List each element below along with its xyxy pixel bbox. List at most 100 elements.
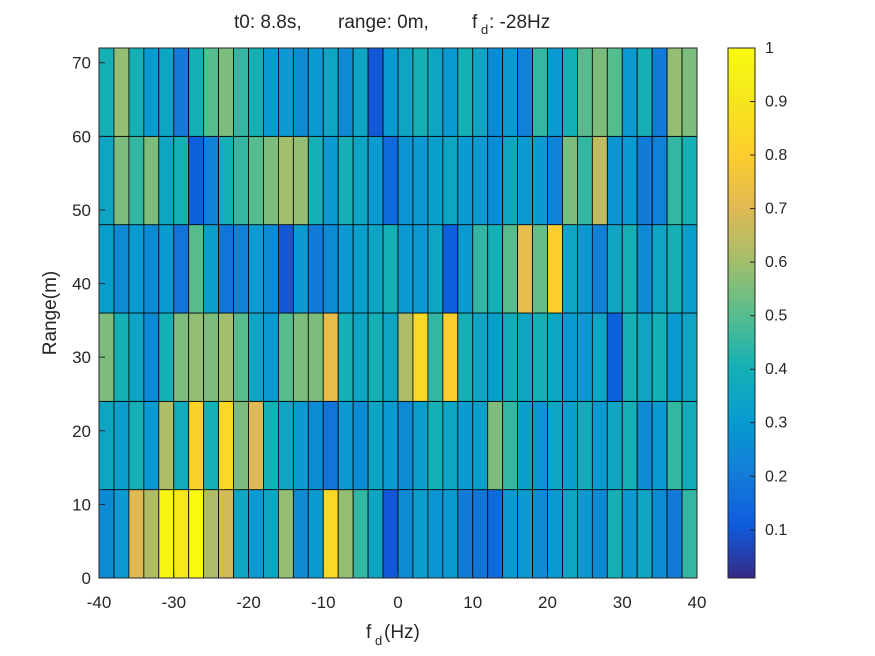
heatmap-cell <box>263 47 279 137</box>
x-tick-label: 0 <box>393 593 402 612</box>
heatmap-cell <box>487 400 504 491</box>
heatmap-cell <box>591 489 608 579</box>
y-tick-label: 0 <box>82 569 91 588</box>
heatmap-cell <box>547 224 563 314</box>
heatmap-cell <box>113 312 130 402</box>
heatmap-cell <box>591 135 608 226</box>
heatmap-cell <box>352 47 369 137</box>
heatmap-cell <box>591 224 608 314</box>
heatmap-cell <box>218 135 234 226</box>
heatmap-cell <box>457 400 474 491</box>
heatmap-cell <box>427 47 444 137</box>
heatmap-cell <box>562 400 578 491</box>
heatmap-cell <box>517 135 533 226</box>
heatmap-cell <box>666 489 683 579</box>
heatmap-cell <box>397 312 414 402</box>
heatmap-cell <box>337 47 354 137</box>
heatmap-cell <box>218 312 234 402</box>
heatmap-cell <box>562 135 578 226</box>
heatmap-cell <box>263 312 279 402</box>
heatmap-cell <box>547 489 563 579</box>
heatmap-cell <box>98 47 115 137</box>
heatmap-cell <box>621 312 638 402</box>
heatmap-cell <box>98 135 115 226</box>
heatmap-cell <box>427 400 444 491</box>
heatmap-cell <box>307 489 324 579</box>
heatmap-cell <box>606 489 623 579</box>
colorbar-tick-label: 0.6 <box>765 254 787 271</box>
heatmap-cell <box>427 312 444 402</box>
heatmap-cell <box>606 47 623 137</box>
heatmap-cell <box>502 489 518 579</box>
x-tick-label: -30 <box>161 593 186 612</box>
heatmap-cell <box>532 224 548 314</box>
heatmap-cell <box>352 135 369 226</box>
heatmap-cell <box>322 312 339 402</box>
heatmap-cell <box>113 47 130 137</box>
heatmap-cell <box>307 224 324 314</box>
heatmap-cell <box>248 135 264 226</box>
heatmap-cell <box>128 224 145 314</box>
heatmap-cell <box>277 312 294 402</box>
heatmap-cell <box>472 135 489 226</box>
heatmap-cell <box>547 135 563 226</box>
colorbar-tick-label: 0.5 <box>765 308 787 325</box>
heatmap-cell <box>143 47 160 137</box>
heatmap-cell <box>113 224 130 314</box>
heatmap-cell <box>292 489 309 579</box>
heatmap-cell <box>248 224 264 314</box>
title-range: range: 0m, <box>338 12 429 33</box>
heatmap-cell <box>636 312 653 402</box>
heatmap-cell <box>606 224 623 314</box>
heatmap-cell <box>457 489 474 579</box>
heatmap-cell <box>277 489 294 579</box>
heatmap-cell <box>666 224 683 314</box>
heatmap-cell <box>517 489 533 579</box>
heatmap-cell <box>158 312 175 402</box>
heatmap-cell <box>666 312 683 402</box>
heatmap-cell <box>143 312 160 402</box>
heatmap-cell <box>532 400 548 491</box>
heatmap-cell <box>487 312 504 402</box>
heatmap-cell <box>412 135 429 226</box>
heatmap-cell <box>158 135 175 226</box>
heatmap-cell <box>472 400 489 491</box>
heatmap-cell <box>397 135 414 226</box>
heatmap-cell <box>606 135 623 226</box>
heatmap-cell <box>397 489 414 579</box>
heatmap-cell <box>188 400 205 491</box>
heatmap-cell <box>442 312 459 402</box>
heatmap-cell <box>143 135 160 226</box>
heatmap-cell <box>562 224 578 314</box>
title-fd-prefix: f <box>472 12 478 33</box>
heatmap-cell <box>472 47 489 137</box>
heatmap-cell <box>352 224 369 314</box>
heatmap-cell <box>681 312 698 402</box>
heatmap-cell <box>457 224 474 314</box>
heatmap-cell <box>621 400 638 491</box>
heatmap-cell <box>681 47 698 137</box>
heatmap-cell <box>651 400 668 491</box>
heatmap-cell <box>218 47 234 137</box>
heatmap-cell <box>233 47 249 137</box>
heatmap-cell <box>517 224 533 314</box>
title-t0: t0: 8.8s, <box>234 12 302 33</box>
heatmap-cell <box>621 47 638 137</box>
heatmap-cell <box>337 489 354 579</box>
heatmap-cell <box>412 312 429 402</box>
heatmap-cell <box>442 400 459 491</box>
heatmap-cell <box>292 47 309 137</box>
heatmap-cell <box>98 489 115 579</box>
heatmap-cell <box>367 400 384 491</box>
heatmap-cell <box>666 135 683 226</box>
y-tick-label: 10 <box>72 495 91 514</box>
x-tick-label: 30 <box>613 593 632 612</box>
heatmap-cell <box>233 224 249 314</box>
heatmap-cell <box>292 312 309 402</box>
heatmap-cell <box>352 489 369 579</box>
y-tick-label: 50 <box>72 201 91 220</box>
y-tick-label: 20 <box>72 422 91 441</box>
heatmap-cell <box>188 224 205 314</box>
xlabel-rest: (Hz) <box>384 622 420 643</box>
heatmap-cell <box>307 47 324 137</box>
